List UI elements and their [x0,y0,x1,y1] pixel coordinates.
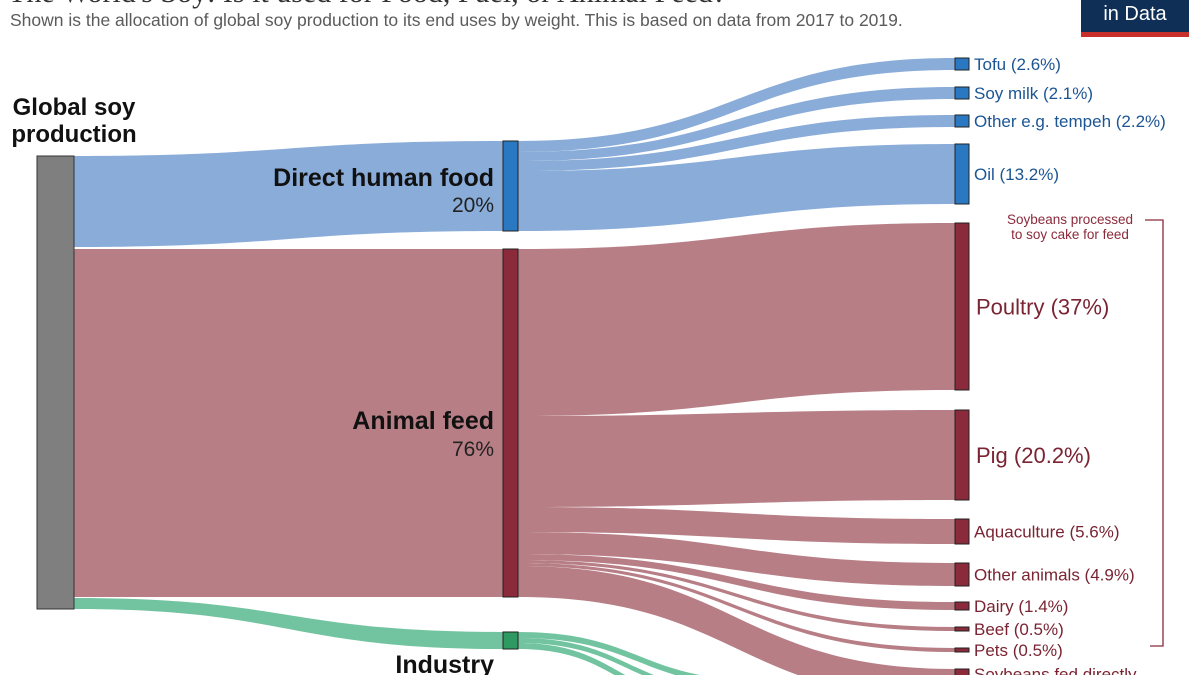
flow-feed-to-dairy [518,554,955,610]
group-label-food: Direct human food [273,164,494,192]
flow-industry-to-offscreen [518,632,701,675]
node-poultry [954,222,970,391]
target-label-oil: Oil (13.2%) [974,165,1059,184]
chart-title: The World's Soy: Is it used for Food, Fu… [8,0,726,8]
flow-food-to-tofu [518,58,955,152]
node-dairy [954,601,970,611]
flow-feed-to-pig [518,410,955,507]
our-world-in-data-logo[interactable]: in Data [1081,0,1189,37]
group-value-food: 20% [452,194,494,217]
target-label-poultry: Poultry (37%) [976,294,1109,319]
flow-feed-to-pets [518,563,955,652]
annotation-soy-cake: Soybeans processed to soy cake for feed [1007,212,1133,242]
node-industry [502,631,519,650]
chart-subtitle: Shown is the allocation of global soy pr… [10,10,903,30]
node-feed [502,248,519,598]
flow-industry-to-offscreen [518,638,654,675]
source-label: Global soy production [11,94,136,148]
flow-food-to-other-e-g-tempeh [518,115,955,171]
node-pets [954,647,970,653]
group-label-feed: Animal feed [352,407,494,435]
node-tofu [954,57,970,71]
node-soybeans-fed-directly [954,668,970,675]
target-label-other-animals: Other animals (4.9%) [974,566,1135,585]
source-label-line: production [11,121,136,148]
flow-feed-to-aquaculture [518,507,955,544]
target-label-pets: Pets (0.5%) [974,641,1063,660]
node-other-e-g-tempeh [954,114,970,128]
target-label-beef: Beef (0.5%) [974,620,1064,639]
flow-source-to-industry [74,598,503,649]
node-food [502,140,519,232]
source-node [36,155,75,610]
target-label-pig: Pig (20.2%) [976,443,1091,468]
node-pig [954,409,970,501]
flow-feed-to-beef [518,560,955,631]
node-other-animals [954,562,970,587]
flow-food-to-soy-milk [518,87,955,161]
flow-feed-to-other-animals [518,532,955,586]
target-label-aquaculture: Aquaculture (5.6%) [974,523,1120,542]
node-oil [954,143,970,205]
annotation-bracket [1145,219,1164,647]
node-beef [954,626,970,632]
target-label-dairy: Dairy (1.4%) [974,597,1068,616]
flow-industry-to-offscreen [518,643,626,675]
annotation-line: to soy cake for feed [1011,227,1129,242]
target-label-other-e-g-tempeh: Other e.g. tempeh (2.2%) [974,112,1166,131]
target-label-tofu: Tofu (2.6%) [974,55,1061,74]
node-aquaculture [954,518,970,545]
flow-source-to-feed [74,249,503,597]
node-soy-milk [954,86,970,100]
flow-feed-to-soybeans-fed-directly [518,566,955,675]
flow-feed-to-poultry [518,223,955,416]
target-label-soybeans-fed-directly: Soybeans fed directly [974,665,1137,675]
source-label-line: Global soy [13,94,136,121]
annotation-line: Soybeans processed [1007,212,1133,227]
flow-food-to-oil [518,144,955,231]
target-label-soy-milk: Soy milk (2.1%) [974,84,1093,103]
group-label-industry: Industry [395,651,494,675]
flow-source-to-food [74,141,503,247]
group-value-feed: 76% [452,438,494,461]
